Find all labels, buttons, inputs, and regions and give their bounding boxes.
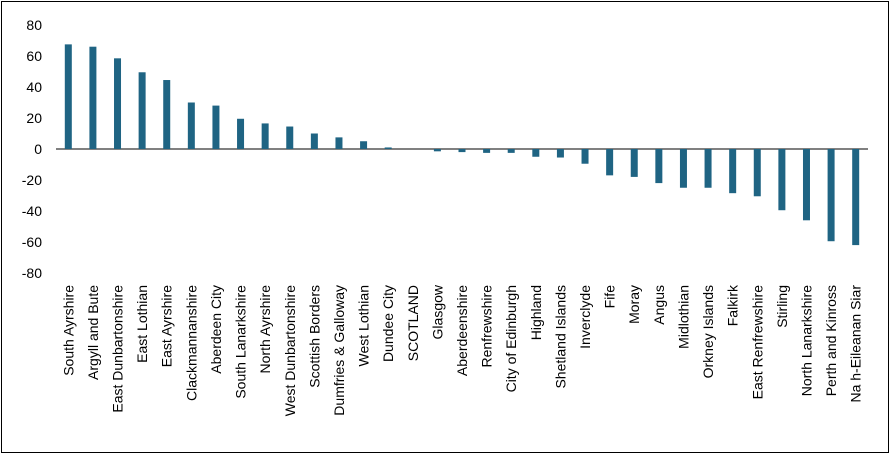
bar <box>458 149 466 153</box>
bar <box>64 44 72 149</box>
x-category-label: West Lothian <box>356 285 372 366</box>
x-category-label: Shetland Islands <box>552 285 568 389</box>
bar <box>433 149 441 152</box>
bar <box>532 149 540 157</box>
x-category-label: Aberdeen City <box>208 285 224 374</box>
bar <box>753 149 761 197</box>
x-category-label: Orkney Islands <box>700 285 716 378</box>
x-category-label: Inverclyde <box>577 285 593 349</box>
bar <box>606 149 614 176</box>
y-tick-label: 20 <box>26 110 42 126</box>
bar <box>335 137 343 149</box>
x-category-label: Moray <box>626 285 642 324</box>
x-category-label: West Dunbartonshire <box>282 285 298 416</box>
bar <box>729 149 737 194</box>
x-category-label: Midlothian <box>675 285 691 349</box>
x-category-label: North Lanarkshire <box>798 285 814 396</box>
y-tick-label: -80 <box>22 265 42 281</box>
x-category-label: East Lothian <box>134 285 150 363</box>
x-category-label: Perth and Kinross <box>823 285 839 396</box>
x-category-label: South Lanarkshire <box>233 285 249 399</box>
bar <box>360 141 368 149</box>
y-tick-label: -40 <box>22 203 42 219</box>
x-category-label: Dumfries & Galloway <box>331 285 347 416</box>
x-category-label: East Ayrshire <box>159 285 175 367</box>
x-category-label: Falkirk <box>725 284 741 326</box>
bar <box>286 126 294 149</box>
y-tick-label: -20 <box>22 172 42 188</box>
bar <box>827 149 835 242</box>
x-category-label: Glasgow <box>429 284 445 339</box>
bars <box>64 44 860 246</box>
y-tick-label: 60 <box>26 48 42 64</box>
bar <box>507 149 515 153</box>
bar <box>630 149 638 177</box>
bar <box>778 149 786 211</box>
bar <box>261 123 269 149</box>
x-category-label: City of Edinburgh <box>503 285 519 392</box>
bar <box>483 149 491 153</box>
x-category-label: Fife <box>602 285 618 309</box>
x-category-label: Clackmannanshire <box>183 285 199 401</box>
bar <box>852 149 860 246</box>
bar <box>114 58 122 150</box>
y-axis-tick-labels: 80 60 40 20 0 -20 -40 -60 -80 <box>22 17 42 281</box>
bar <box>89 46 97 150</box>
bar <box>310 133 318 149</box>
bar <box>237 118 245 149</box>
bar <box>581 149 589 164</box>
y-tick-label: 80 <box>26 17 42 33</box>
x-category-label: Highland <box>528 285 544 340</box>
x-category-label: Dundee City <box>380 285 396 362</box>
bar <box>704 149 712 188</box>
y-tick-label: 40 <box>26 79 42 95</box>
x-category-label: Argyll and Bute <box>85 285 101 380</box>
bar <box>163 80 171 149</box>
x-category-label: Stirling <box>774 285 790 328</box>
x-category-label: SCOTLAND <box>405 285 421 361</box>
bar <box>138 72 146 149</box>
x-category-label: Angus <box>651 285 667 325</box>
x-category-label: Aberdeenshire <box>454 285 470 376</box>
x-category-label: South Ayrshire <box>60 285 76 376</box>
x-category-label: East Dunbartonshire <box>110 285 126 413</box>
x-category-label: Renfrewshire <box>479 285 495 368</box>
x-category-label: Na h-Eileanan Siar <box>848 285 864 403</box>
bar <box>655 149 663 184</box>
bar <box>679 149 687 188</box>
bar <box>187 102 195 149</box>
bar <box>556 149 564 158</box>
bar <box>802 149 810 221</box>
x-category-label: Scottish Borders <box>306 285 322 388</box>
x-category-label: East Renfrewshire <box>749 285 765 400</box>
y-tick-label: -60 <box>22 234 42 250</box>
bar <box>212 105 220 149</box>
bar <box>384 147 392 149</box>
x-category-label: North Ayrshire <box>257 285 273 374</box>
x-axis-category-labels: South Ayrshire Argyll and Bute East Dunbar… <box>60 284 863 416</box>
y-tick-label: 0 <box>34 141 42 157</box>
